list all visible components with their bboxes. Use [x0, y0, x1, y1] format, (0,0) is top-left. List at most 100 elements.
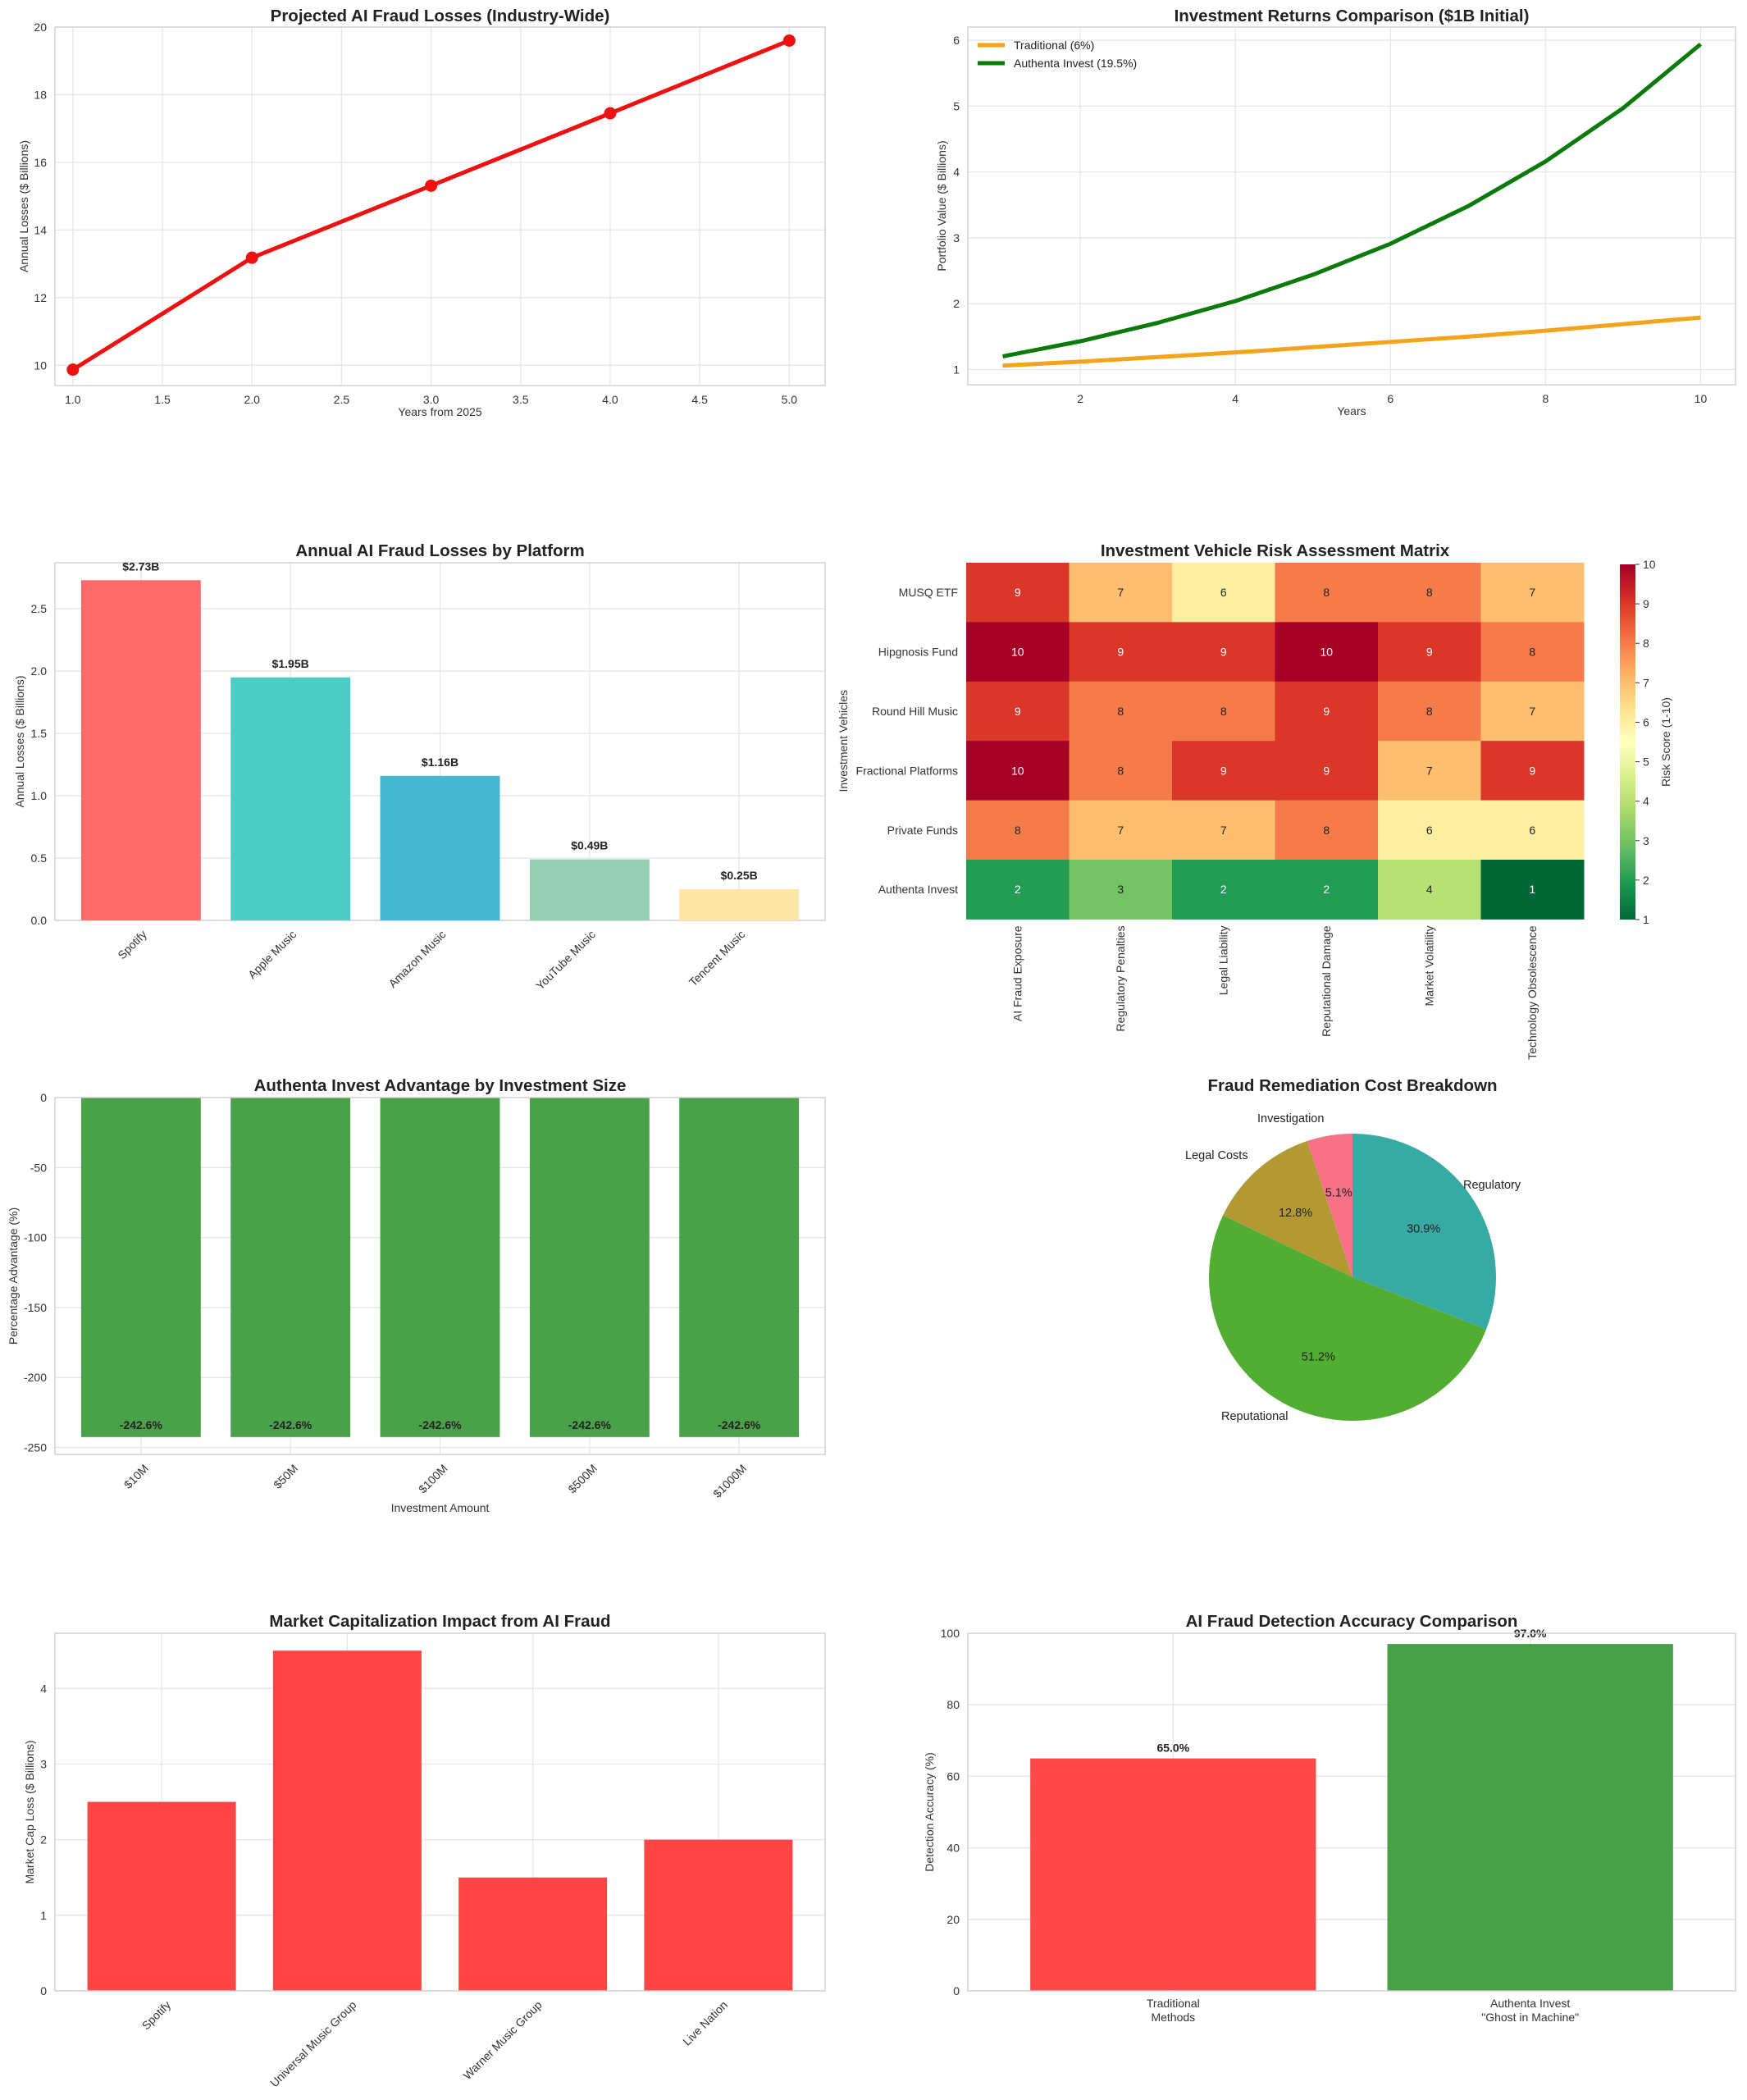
y-tick-label-c1: 20	[34, 21, 47, 34]
heatmap-cell	[1378, 622, 1481, 682]
heatmap-cell	[1275, 860, 1379, 920]
cell-value: 7	[1117, 824, 1124, 837]
chart-title-c3: Annual AI Fraud Losses by Platform	[295, 541, 584, 560]
y-tick-label-c5: -200	[24, 1371, 47, 1384]
x-axis-label-c5: Investment Amount	[391, 1501, 490, 1514]
y-tick-label-c1: 18	[34, 88, 47, 101]
chart-market-cap-impact: 0 1 2 3 4 Spotify Universal Music Group Warner …	[23, 1612, 826, 2089]
x-tick-label-c2: 10	[1695, 392, 1708, 405]
y-tick-label-c7: 1	[40, 1909, 47, 1922]
x-tick-label-c5: $500M	[565, 1462, 600, 1496]
y-tick-label-c7: 3	[40, 1757, 47, 1770]
slice-label: Regulatory	[1463, 1179, 1521, 1192]
cell-value: 9	[1220, 646, 1227, 659]
bar	[529, 859, 650, 920]
y-tick-label-c2: 1	[953, 363, 960, 377]
cell-value: 8	[1323, 824, 1330, 837]
heatmap-cell	[1480, 860, 1585, 920]
bar	[1030, 1758, 1316, 1991]
y-tick-label-c3: 0.0	[31, 914, 48, 927]
column-label: AI Fraud Exposure	[1011, 925, 1024, 1021]
series-line-traditional	[1002, 315, 1701, 368]
y-tick-label-c8: 40	[946, 1842, 960, 1855]
x-tick-label-c5: $100M	[416, 1462, 450, 1496]
plot-frame	[967, 26, 1736, 386]
y-tick-label-c3: 1.5	[31, 727, 48, 740]
slice-label: Legal Costs	[1185, 1149, 1248, 1162]
bar	[644, 1839, 793, 1991]
heatmap-cell	[1275, 741, 1379, 801]
heatmap-cell	[966, 563, 1070, 623]
legend-label: Traditional (6%)	[1014, 39, 1094, 52]
y-axis-label-c7: Market Cap Loss ($ Billions)	[23, 1740, 36, 1883]
cell-value: 7	[1117, 586, 1124, 599]
data-label: $0.49B	[571, 839, 608, 852]
y-axis-label-c3: Annual Losses ($ Billions)	[13, 675, 26, 807]
colorbar-tick-label: 1	[1643, 913, 1649, 926]
heatmap-cell	[1378, 800, 1481, 861]
pie-slice	[1307, 1134, 1352, 1277]
heatmap-cell	[1172, 800, 1275, 861]
y-tick-label-c1: 16	[34, 156, 47, 169]
cell-value: 9	[1426, 646, 1433, 659]
x-tick-label-c3: Spotify	[115, 928, 149, 962]
pie-slice	[1223, 1140, 1352, 1277]
x-tick-label-c7: Warner Music Group	[460, 1998, 544, 2082]
y-tick-label-c3: 2.5	[31, 602, 48, 615]
heatmap-cell	[966, 741, 1070, 801]
y-tick-label-c7: 0	[40, 1984, 47, 1997]
heatmap-cell	[1069, 563, 1173, 623]
chart-title-c7: Market Capitalization Impact from AI Fra…	[269, 1612, 610, 1631]
y-tick-label-c3: 0.5	[31, 851, 48, 865]
colorbar-tick-label: 4	[1643, 795, 1649, 808]
bar	[80, 580, 201, 920]
cell-value: 6	[1529, 824, 1535, 837]
y-tick-label-c8: 20	[946, 1913, 960, 1926]
bar	[380, 1098, 500, 1437]
row-label: Fractional Platforms	[856, 764, 958, 777]
cell-value: 6	[1426, 824, 1433, 837]
heatmap-cell	[1378, 860, 1481, 920]
column-label: Regulatory Penalties	[1114, 925, 1127, 1031]
bar	[80, 1098, 201, 1437]
x-tick-label-c2: 8	[1542, 392, 1549, 405]
chart-remediation-pie: 30.9% Regulatory 51.2% Reputational 12.8% Leg…	[1185, 1076, 1521, 1423]
data-point	[604, 107, 617, 120]
bar	[1387, 1644, 1673, 1991]
y-tick-label-c1: 10	[34, 358, 47, 372]
column-label: Technology Obsolescence	[1526, 925, 1539, 1060]
data-point	[425, 179, 438, 192]
cell-value: 10	[1011, 646, 1024, 659]
heatmap-cell	[1275, 681, 1379, 742]
x-tick-label-c8: Traditional	[1147, 1997, 1200, 2010]
y-tick-label-c7: 2	[40, 1833, 47, 1847]
x-tick-label-c5: $50M	[271, 1462, 300, 1491]
x-tick-label-c1: 4.5	[691, 393, 708, 406]
heatmap-cell	[1172, 681, 1275, 742]
cell-value: 8	[1426, 705, 1433, 718]
colorbar-tick-label: 8	[1643, 637, 1649, 650]
colorbar-tick-label: 6	[1643, 715, 1649, 728]
pie-slice	[1352, 1134, 1496, 1330]
cell-value: 10	[1011, 764, 1024, 777]
heatmap-cell	[966, 860, 1070, 920]
bar	[529, 1098, 650, 1437]
cell-value: 7	[1426, 764, 1433, 777]
heatmap-cell	[966, 681, 1070, 742]
data-label: $0.25B	[721, 869, 758, 882]
cell-value: 3	[1117, 883, 1124, 896]
y-tick-label-c2: 4	[953, 166, 960, 179]
x-tick-label-c1: 2.0	[244, 393, 260, 406]
x-tick-label-c7: Live Nation	[680, 1998, 730, 2048]
x-tick-label-c7: Spotify	[139, 1998, 174, 2033]
y-axis-label-c5: Percentage Advantage (%)	[7, 1208, 20, 1344]
cell-value: 8	[1117, 764, 1124, 777]
data-label: $2.73B	[122, 559, 159, 573]
y-tick-label-c1: 12	[34, 291, 47, 304]
row-label: Private Funds	[887, 824, 958, 837]
plot-frame	[54, 1632, 826, 1992]
x-tick-label-c1: 4.0	[602, 393, 618, 406]
y-tick-label-c5: -50	[30, 1161, 47, 1174]
slice-percent: 5.1%	[1325, 1186, 1352, 1199]
